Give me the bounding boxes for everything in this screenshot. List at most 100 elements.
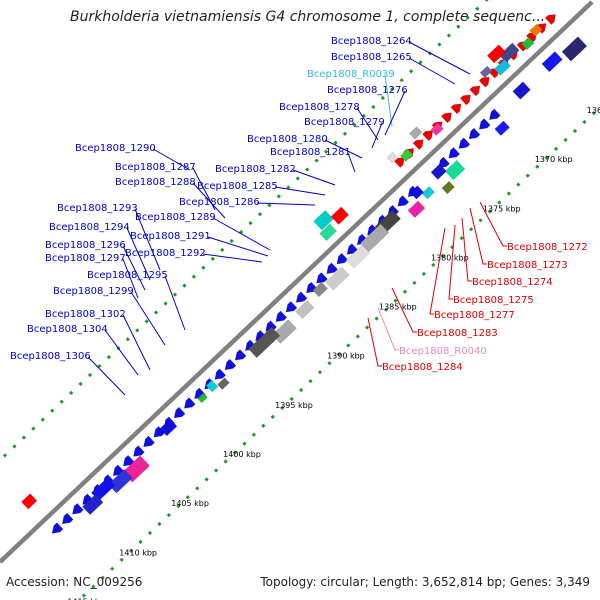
gene-feature: [214, 368, 227, 380]
tick-dot-outer: [333, 140, 338, 145]
label-leader-line: [367, 317, 382, 367]
gene-feature: [326, 262, 339, 274]
label-leader-line: [448, 224, 456, 300]
tick-dot-outer: [484, 0, 489, 2]
gene-label-plus: Bcep1808_1285: [197, 181, 278, 192]
gene-label-minus: Bcep1808_1277: [434, 310, 515, 321]
label-leader-line: [192, 182, 226, 219]
tick-dot-inner: [336, 352, 341, 357]
tick-dot-inner: [346, 343, 351, 348]
label-leader-line: [391, 287, 417, 333]
tick-dot-inner: [468, 227, 474, 232]
gene-feature: [61, 512, 74, 525]
gene-feature: [409, 185, 425, 200]
tick-dot-inner: [147, 530, 153, 536]
tick-dot-outer: [323, 149, 329, 154]
tick-dot-inner: [223, 459, 228, 464]
gene-feature: [544, 14, 556, 25]
gene-feature: [217, 377, 230, 390]
tick-dot-outer: [342, 131, 348, 136]
gene-label-plus: Bcep1808_1302: [45, 309, 126, 320]
tick-dot-outer: [286, 185, 291, 190]
kbp-tick-label: 1365 kbp: [587, 106, 600, 115]
label-leader-line: [479, 201, 507, 247]
label-leader-line: [202, 253, 263, 263]
tick-dot-inner: [251, 432, 256, 437]
gene-label-plus: Bcep1808_R0039: [307, 69, 395, 80]
tick-dot-inner: [402, 289, 408, 294]
gene-label-plus: Bcep1808_1289: [135, 212, 216, 223]
tick-dot-inner: [308, 378, 313, 384]
tick-dot-outer: [408, 69, 414, 74]
gene-feature: [82, 493, 104, 516]
gene-feature: [521, 36, 535, 51]
gene-feature: [448, 147, 461, 159]
gene-label-plus: Bcep1808_1296: [45, 240, 126, 251]
gene-label-plus: Bcep1808_1286: [179, 197, 260, 208]
gene-feature: [197, 392, 208, 404]
gene-feature: [21, 493, 38, 510]
label-leader-line: [408, 57, 456, 85]
tick-dot-outer: [295, 176, 300, 181]
label-leader-line: [347, 152, 356, 173]
tick-dot-inner: [421, 271, 426, 277]
tick-dot-outer: [399, 78, 404, 83]
tick-dot-inner: [440, 253, 445, 259]
gene-label-plus: Bcep1808_1280: [247, 134, 328, 145]
tick-dot-outer: [153, 310, 159, 315]
tick-dot-outer: [267, 203, 272, 208]
gene-feature: [450, 103, 462, 115]
gene-feature: [478, 76, 490, 88]
gene-feature: [438, 156, 450, 169]
gene-label-plus: Bcep1808_1290: [75, 143, 156, 154]
gene-label-plus: Bcep1808_1281: [270, 147, 351, 158]
gene-feature: [493, 58, 511, 76]
gene-feature: [360, 223, 390, 253]
gene-feature: [512, 81, 531, 100]
gene-feature: [407, 200, 426, 219]
gene-label-plus: Bcep1808_1276: [327, 85, 408, 96]
tick-dot-inner: [516, 182, 521, 187]
tick-dot-inner: [544, 155, 549, 160]
gene-label-plus: Bcep1808_1306: [10, 351, 91, 362]
gene-label-minus: Bcep1808_1275: [453, 295, 534, 306]
tick-dot-outer: [456, 24, 461, 29]
kbp-tick-label: 1415 kbp: [67, 597, 105, 600]
label-leader-line: [377, 307, 399, 351]
gene-label-plus: Bcep1808_1295: [87, 270, 168, 281]
gene-feature: [345, 244, 370, 269]
tick-dot-outer: [437, 42, 442, 47]
tick-dot-inner: [525, 173, 530, 178]
label-leader-line: [164, 275, 186, 331]
gene-label-minus: Bcep1808_1272: [507, 242, 588, 253]
gene-label-plus: Bcep1808_1288: [115, 177, 196, 188]
tick-dot-outer: [465, 15, 470, 20]
gene-label-minus: Bcep1808_1273: [487, 260, 568, 271]
gene-label-minus: Bcep1808_R0040: [399, 346, 487, 357]
label-leader-line: [408, 41, 471, 75]
gene-feature: [275, 310, 288, 323]
label-leader-line: [384, 74, 393, 127]
gene-label-plus: Bcep1808_1264: [331, 36, 412, 47]
gene-feature: [440, 112, 452, 124]
tick-dot-inner: [213, 468, 219, 473]
gene-feature: [173, 406, 186, 419]
tick-dot-inner: [176, 504, 181, 509]
kbp-tick-label: 1390 kbp: [327, 352, 365, 361]
tick-dot-inner: [327, 361, 332, 366]
gene-label-plus: Bcep1808_1287: [115, 162, 196, 173]
gene-feature: [430, 163, 447, 180]
tick-dot-outer: [380, 95, 385, 101]
gene-feature: [248, 326, 281, 359]
label-leader-line: [429, 227, 446, 315]
gene-feature: [479, 65, 493, 79]
tick-dot-outer: [78, 381, 83, 387]
gene-feature: [312, 281, 328, 298]
gene-label-minus: Bcep1808_1283: [417, 328, 498, 339]
label-leader-line: [87, 356, 126, 396]
gene-label-plus: Bcep1808_1278: [279, 102, 360, 113]
tick-dot-inner: [393, 298, 398, 303]
tick-dot-outer: [2, 453, 8, 458]
label-leader-line: [469, 207, 487, 265]
